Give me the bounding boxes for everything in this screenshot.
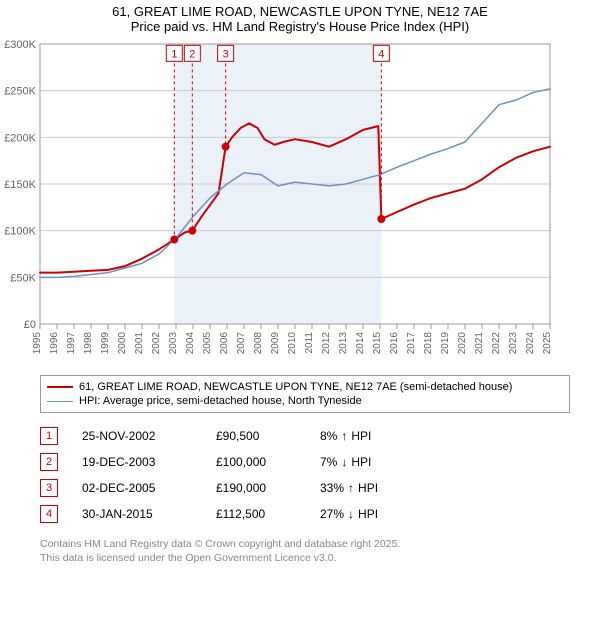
svg-text:1997: 1997 [66,332,77,355]
table-row: 3 02-DEC-2005 £190,000 33%↑HPI [40,475,570,501]
sale-date: 25-NOV-2002 [82,429,192,443]
svg-text:£100K: £100K [4,226,36,238]
svg-text:2024: 2024 [525,332,536,355]
svg-text:2020: 2020 [457,332,468,355]
sale-marker-number: 4 [40,505,58,523]
legend-swatch [47,401,73,402]
title-address: 61, GREAT LIME ROAD, NEWCASTLE UPON TYNE… [0,4,600,19]
svg-text:1998: 1998 [83,332,94,355]
svg-text:2018: 2018 [423,332,434,355]
svg-text:1: 1 [171,48,177,60]
sale-diff: 27%↓HPI [320,507,430,521]
sale-price: £100,000 [216,455,296,469]
svg-text:2021: 2021 [474,332,485,355]
svg-text:2001: 2001 [134,332,145,355]
sale-date: 19-DEC-2003 [82,455,192,469]
sale-price: £90,500 [216,429,296,443]
chart-area: £0 £50K £100K £150K £200K £250K £300K 1995 1996 1… [0,34,600,369]
arrow-down-icon: ↓ [341,455,347,469]
legend-row: 61, GREAT LIME ROAD, NEWCASTLE UPON TYNE… [47,380,563,394]
svg-text:2005: 2005 [202,332,213,355]
svg-text:2023: 2023 [508,332,519,355]
svg-text:2006: 2006 [219,332,230,355]
svg-text:2003: 2003 [168,332,179,355]
sale-date: 30-JAN-2015 [82,507,192,521]
svg-text:2019: 2019 [440,332,451,355]
sale-marker-number: 3 [40,479,58,497]
svg-text:2007: 2007 [236,332,247,355]
svg-text:1995: 1995 [32,332,43,355]
svg-text:2: 2 [189,48,195,60]
svg-text:£200K: £200K [4,132,36,144]
svg-text:£150K: £150K [4,179,36,191]
table-row: 2 19-DEC-2003 £100,000 7%↓HPI [40,449,570,475]
svg-text:2010: 2010 [287,332,298,355]
svg-text:2022: 2022 [491,332,502,355]
svg-text:£50K: £50K [10,272,36,284]
legend-swatch [47,386,73,388]
footer-line: Contains HM Land Registry data © Crown c… [40,537,570,551]
svg-text:2011: 2011 [304,332,315,354]
table-row: 4 30-JAN-2015 £112,500 27%↓HPI [40,501,570,527]
table-row: 1 25-NOV-2002 £90,500 8%↑HPI [40,423,570,449]
arrow-up-icon: ↑ [341,429,347,443]
arrow-down-icon: ↓ [348,507,354,521]
line-chart: £0 £50K £100K £150K £200K £250K £300K 1995 1996 1… [0,34,560,364]
svg-text:1996: 1996 [49,332,60,355]
sale-marker-number: 2 [40,453,58,471]
svg-text:2017: 2017 [406,332,417,355]
svg-text:2013: 2013 [338,332,349,355]
svg-text:£300K: £300K [4,39,36,51]
svg-text:2012: 2012 [321,332,332,355]
svg-text:2000: 2000 [117,332,128,355]
sale-date: 02-DEC-2005 [82,481,192,495]
svg-text:2025: 2025 [542,332,553,355]
sale-price: £112,500 [216,507,296,521]
arrow-up-icon: ↑ [348,481,354,495]
svg-text:2016: 2016 [389,332,400,355]
legend-label: 61, GREAT LIME ROAD, NEWCASTLE UPON TYNE… [79,381,512,393]
svg-text:2008: 2008 [253,332,264,355]
svg-text:3: 3 [223,48,229,60]
sales-table: 1 25-NOV-2002 £90,500 8%↑HPI 2 19-DEC-2003 £10… [40,423,570,527]
legend: 61, GREAT LIME ROAD, NEWCASTLE UPON TYNE… [40,375,570,413]
svg-text:£250K: £250K [4,86,36,98]
svg-text:1999: 1999 [100,332,111,355]
footer-attribution: Contains HM Land Registry data © Crown c… [40,537,570,565]
svg-text:£0: £0 [24,319,36,331]
legend-label: HPI: Average price, semi-detached house,… [79,395,362,407]
svg-text:2009: 2009 [270,332,281,355]
sale-diff: 8%↑HPI [320,429,430,443]
sale-diff: 33%↑HPI [320,481,430,495]
chart-titles: 61, GREAT LIME ROAD, NEWCASTLE UPON TYNE… [0,0,600,34]
svg-text:4: 4 [378,48,384,60]
svg-text:2002: 2002 [151,332,162,355]
sale-price: £190,000 [216,481,296,495]
title-subtitle: Price paid vs. HM Land Registry's House … [0,19,600,34]
svg-text:2015: 2015 [372,332,383,355]
legend-row: HPI: Average price, semi-detached house,… [47,394,563,408]
footer-line: This data is licensed under the Open Gov… [40,551,570,565]
sale-diff: 7%↓HPI [320,455,430,469]
svg-text:2004: 2004 [185,332,196,355]
sale-marker-number: 1 [40,427,58,445]
svg-text:2014: 2014 [355,332,366,355]
